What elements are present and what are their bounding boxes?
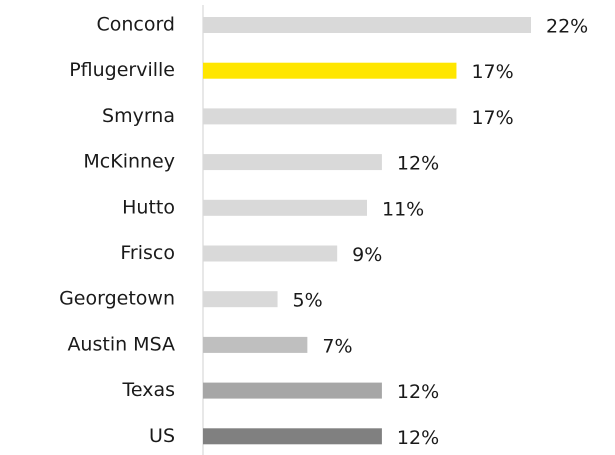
- category-label: Hutto: [122, 196, 175, 218]
- bar: [203, 62, 457, 79]
- value-label: 7%: [322, 335, 352, 357]
- category-label: Austin MSA: [67, 333, 175, 355]
- bar: [203, 17, 531, 33]
- value-label: 5%: [293, 290, 323, 312]
- bar: [203, 291, 278, 308]
- value-label: 9%: [352, 244, 382, 266]
- value-label: 22%: [546, 16, 588, 38]
- category-label: Georgetown: [59, 288, 175, 310]
- value-label: 11%: [382, 198, 424, 220]
- value-label: 12%: [397, 153, 439, 175]
- category-label: Smyrna: [102, 105, 175, 127]
- bar: [203, 428, 382, 445]
- category-label: Concord: [96, 14, 175, 36]
- bar: [203, 108, 457, 125]
- value-label: 12%: [397, 427, 439, 449]
- bar: [203, 382, 382, 399]
- value-label: 17%: [471, 107, 513, 129]
- value-label: 12%: [397, 381, 439, 403]
- bar: [203, 245, 338, 262]
- category-label: US: [149, 425, 175, 447]
- category-label: McKinney: [83, 151, 175, 173]
- category-label: Frisco: [120, 242, 175, 264]
- value-label: 17%: [471, 61, 513, 83]
- bar: [203, 336, 308, 353]
- category-label: Texas: [121, 379, 175, 401]
- bar: [203, 199, 367, 216]
- bar: [203, 154, 382, 171]
- category-label: Pflugerville: [69, 59, 175, 81]
